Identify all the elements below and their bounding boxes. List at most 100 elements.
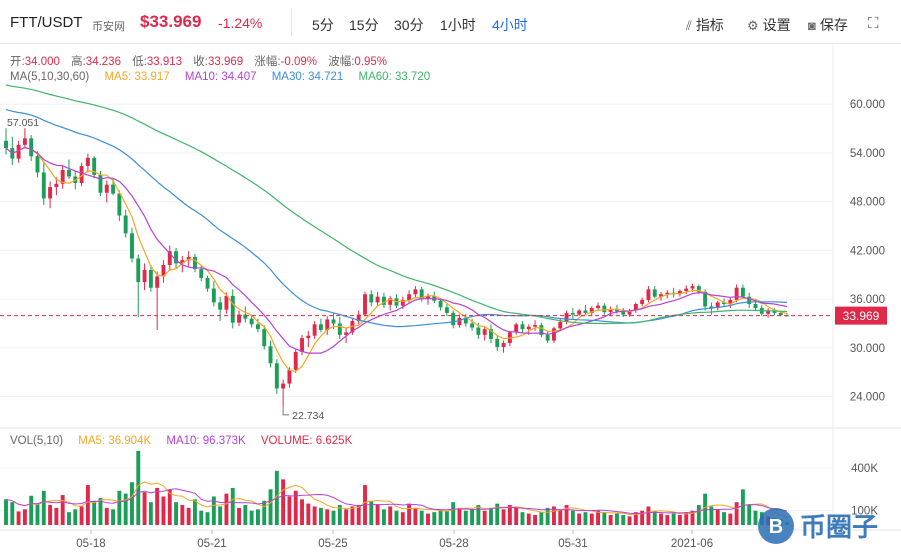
volume-bar: [300, 499, 304, 525]
volume-bar: [463, 510, 468, 525]
candle-body: [747, 296, 752, 305]
candle-body: [470, 323, 475, 328]
candle-body: [596, 305, 601, 309]
candle-body: [123, 215, 128, 234]
volume-bar: [740, 489, 745, 525]
tab-15min[interactable]: 15分: [349, 17, 379, 33]
candle-body: [287, 369, 292, 384]
volume-bar: [627, 516, 632, 525]
candle-body: [621, 311, 626, 315]
price-tick-label: 60.000: [850, 99, 885, 111]
candle-body: [602, 305, 607, 313]
candle-body: [369, 294, 374, 303]
candle-body: [388, 298, 393, 305]
indicator-label: 指标: [695, 17, 724, 33]
candle-body: [104, 184, 109, 193]
watermark-text: 币圈子: [800, 513, 878, 543]
settings-button[interactable]: ⚙ 设置: [747, 15, 791, 35]
volume-bar: [16, 511, 21, 525]
volume-bar: [111, 509, 116, 525]
candle-body: [363, 294, 367, 315]
low-label: 低:: [132, 56, 147, 68]
candle-body: [344, 332, 349, 335]
volume-bar: [337, 505, 342, 525]
volume-bar: [577, 513, 582, 525]
volume-bar: [388, 506, 393, 525]
candle-body: [192, 256, 197, 270]
ma5-value: MA5: 33.917: [104, 71, 170, 83]
candle-body: [381, 296, 386, 305]
tab-4hour[interactable]: 4小时: [492, 17, 528, 33]
volume-bar: [684, 512, 689, 525]
volume-bar: [426, 513, 430, 525]
open-value: 34.000: [24, 56, 60, 68]
volume-bar: [79, 506, 84, 525]
candle-body: [54, 183, 59, 188]
volume-bar: [602, 512, 607, 525]
candle-body: [79, 165, 84, 184]
volume-bar: [167, 489, 172, 525]
candle-body: [274, 363, 279, 389]
candle-body: [476, 327, 481, 335]
volume-value: VOLUME: 6.625K: [260, 435, 353, 447]
x-tick-label: 05-21: [197, 538, 226, 550]
volume-bar: [753, 510, 758, 525]
volume-bar: [451, 502, 456, 525]
volume-bar: [526, 513, 531, 525]
candle-body: [734, 287, 739, 300]
vol-ma10-value: MA10: 96.373K: [166, 435, 246, 447]
ohlc-info: 开:34.000 高:34.236 低:33.913 收:33.969 涨幅:-…: [10, 53, 387, 69]
candle-body: [646, 289, 651, 300]
volume-bar: [646, 506, 651, 525]
candle-body: [463, 317, 468, 324]
candle-body: [293, 351, 298, 370]
price-change: -1.24%: [218, 15, 263, 31]
volume-bar: [552, 506, 556, 525]
candle-body: [570, 312, 575, 315]
candle-body: [552, 328, 556, 341]
tab-5min[interactable]: 5分: [312, 17, 334, 33]
volume-bar: [199, 510, 204, 525]
divider: [291, 8, 292, 36]
indicator-button[interactable]: ⫽ 指标: [686, 15, 724, 35]
volume-bar: [520, 512, 525, 525]
candle-body: [230, 295, 235, 323]
candle-body: [300, 338, 304, 352]
candle-body: [608, 308, 613, 313]
ma5-line: [5, 146, 788, 373]
volume-bar: [331, 510, 336, 525]
volume-bar: [369, 500, 374, 525]
candle-body: [583, 310, 588, 313]
volume-bar: [148, 502, 153, 525]
candle-body: [419, 289, 424, 300]
candle-body: [778, 312, 783, 316]
x-tick-label: 05-25: [318, 538, 347, 550]
candle-body: [533, 325, 538, 327]
candle-body: [211, 288, 216, 303]
candle-body: [224, 295, 229, 310]
ma-title: MA(5,10,30,60): [10, 71, 90, 83]
candle-body: [539, 325, 544, 335]
tab-30min[interactable]: 30分: [394, 17, 424, 33]
amp-value: 0.95%: [354, 56, 388, 68]
x-tick-label: 05-18: [76, 538, 105, 550]
candle-body: [268, 346, 273, 364]
volume-bar: [318, 507, 323, 525]
save-button[interactable]: ◙ 保存: [808, 15, 848, 35]
volume-bar: [268, 489, 273, 525]
volume-bar: [539, 512, 544, 525]
candle-body: [526, 326, 531, 330]
close-value: 33.969: [207, 56, 244, 68]
volume-bar: [489, 507, 493, 525]
candle-body: [715, 302, 720, 309]
candle-body: [514, 324, 519, 333]
volume-bar: [85, 485, 90, 525]
vol-tick-label: 100K: [851, 506, 878, 518]
candle-body: [243, 314, 248, 319]
close-label: 收:: [193, 56, 208, 68]
fullscreen-icon[interactable]: ⛶: [868, 15, 879, 32]
volume-bar: [400, 512, 405, 525]
volume-bar: [130, 482, 134, 525]
tab-1hour[interactable]: 1小时: [440, 17, 476, 33]
